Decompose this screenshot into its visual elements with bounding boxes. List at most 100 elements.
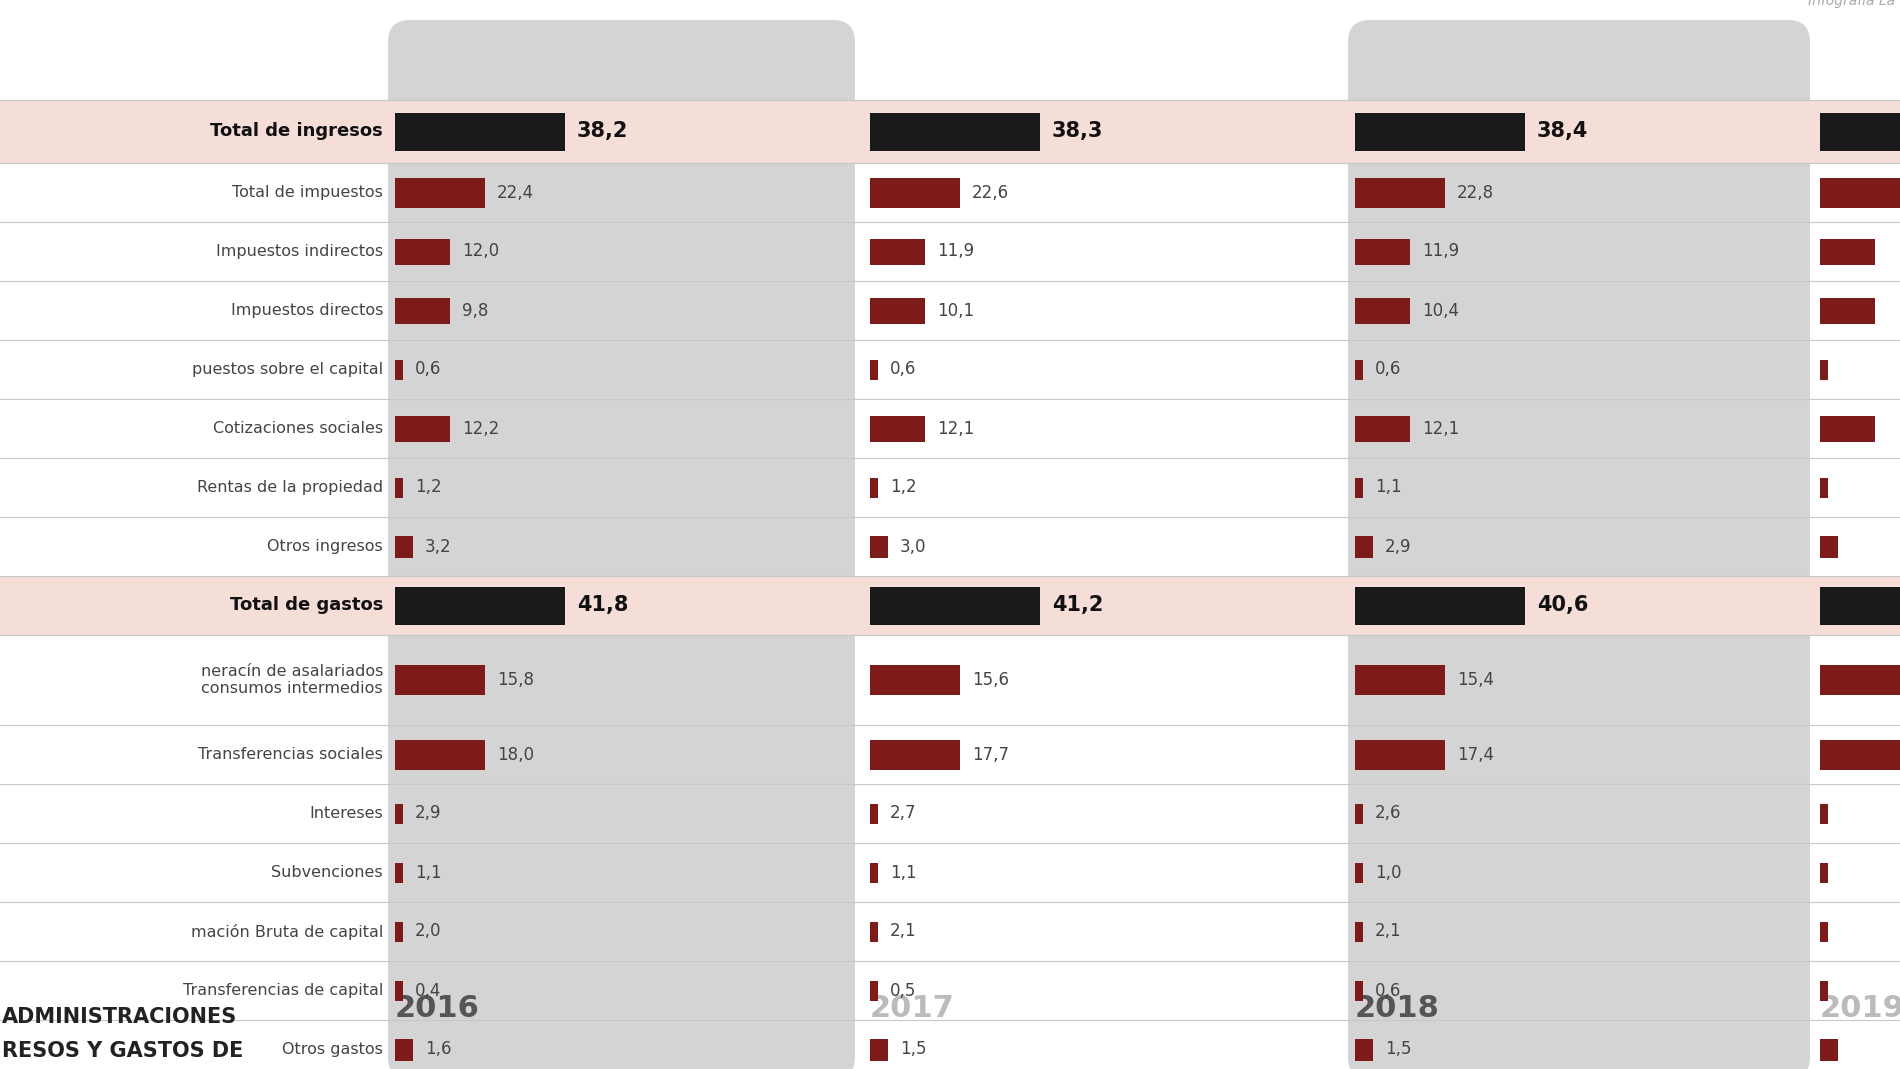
Text: 2017: 2017 [870, 994, 954, 1023]
Bar [870, 740, 960, 770]
Text: 12,1: 12,1 [1421, 419, 1459, 437]
Bar [870, 980, 878, 1001]
Bar [395, 359, 403, 379]
Text: 0,5: 0,5 [889, 981, 916, 1000]
Bar [870, 665, 960, 695]
Bar [870, 177, 960, 207]
Text: 11,9: 11,9 [1421, 243, 1459, 261]
Bar [1820, 740, 1900, 770]
Bar [1355, 297, 1410, 324]
Text: Rentas de la propiedad: Rentas de la propiedad [198, 480, 384, 495]
Text: Otros ingresos: Otros ingresos [268, 539, 384, 554]
Text: 2,1: 2,1 [889, 923, 916, 941]
Bar [395, 740, 484, 770]
Bar [870, 359, 878, 379]
Text: mación Bruta de capital: mación Bruta de capital [190, 924, 384, 940]
Text: 3,2: 3,2 [426, 538, 452, 556]
Bar [1355, 478, 1362, 497]
Text: 17,7: 17,7 [973, 745, 1009, 763]
Bar [1355, 587, 1526, 624]
Bar [1355, 804, 1362, 823]
Text: 38,2: 38,2 [578, 122, 629, 141]
Bar [1820, 416, 1875, 441]
Bar [870, 478, 878, 497]
FancyBboxPatch shape [388, 20, 855, 1069]
Text: 1,2: 1,2 [889, 479, 916, 496]
Text: 17,4: 17,4 [1457, 745, 1493, 763]
Bar [395, 1038, 412, 1060]
Text: 11,9: 11,9 [937, 243, 975, 261]
Text: puestos sobre el capital: puestos sobre el capital [192, 362, 384, 377]
Text: 2016: 2016 [395, 994, 481, 1023]
Bar [870, 238, 925, 264]
Bar [1820, 804, 1828, 823]
Text: 2,0: 2,0 [414, 923, 441, 941]
Text: neracín de asalariados
consumos intermedios: neracín de asalariados consumos intermed… [201, 664, 384, 696]
Bar [870, 416, 925, 441]
Bar [395, 587, 564, 624]
Text: Total de ingresos: Total de ingresos [211, 123, 384, 140]
Bar [395, 536, 412, 558]
Text: 40,6: 40,6 [1537, 595, 1588, 616]
Bar [0, 100, 1900, 162]
Text: 2,6: 2,6 [1376, 805, 1402, 822]
Bar [1820, 587, 1900, 624]
Text: 2,9: 2,9 [414, 805, 441, 822]
Text: 9,8: 9,8 [462, 301, 488, 320]
Bar [1820, 980, 1828, 1001]
Bar [870, 536, 887, 558]
Bar [1820, 359, 1828, 379]
Bar [1820, 863, 1828, 883]
Bar [870, 297, 925, 324]
Text: 12,1: 12,1 [937, 419, 975, 437]
Bar [395, 112, 564, 151]
Text: 12,0: 12,0 [462, 243, 500, 261]
Text: Subvenciones: Subvenciones [272, 865, 384, 880]
FancyBboxPatch shape [1347, 20, 1811, 1069]
Text: 1,5: 1,5 [1385, 1040, 1412, 1058]
Bar [1355, 921, 1362, 942]
Bar [1355, 665, 1446, 695]
Text: 3,0: 3,0 [901, 538, 927, 556]
Text: Cotizaciones sociales: Cotizaciones sociales [213, 421, 384, 436]
Bar [395, 177, 484, 207]
Text: 0,6: 0,6 [1376, 360, 1402, 378]
Bar [395, 980, 403, 1001]
Text: Transferencias sociales: Transferencias sociales [198, 747, 384, 762]
Bar [1820, 536, 1837, 558]
Text: 15,4: 15,4 [1457, 671, 1493, 690]
Text: 15,8: 15,8 [498, 671, 534, 690]
Bar [395, 297, 450, 324]
Text: 2018: 2018 [1355, 994, 1440, 1023]
Text: 1,6: 1,6 [426, 1040, 452, 1058]
Bar [395, 238, 450, 264]
Text: 0,6: 0,6 [1376, 981, 1402, 1000]
Text: 18,0: 18,0 [498, 745, 534, 763]
Bar [395, 921, 403, 942]
Bar [870, 863, 878, 883]
Text: 1,5: 1,5 [901, 1040, 927, 1058]
Text: 12,2: 12,2 [462, 419, 500, 437]
Text: 10,4: 10,4 [1421, 301, 1459, 320]
Text: 22,4: 22,4 [498, 184, 534, 201]
Text: Impuestos directos: Impuestos directos [230, 303, 384, 317]
Bar [1820, 112, 1900, 151]
Bar [1355, 863, 1362, 883]
Bar [1820, 478, 1828, 497]
Bar [1820, 177, 1900, 207]
Bar [1820, 297, 1875, 324]
Text: 15,6: 15,6 [973, 671, 1009, 690]
Bar [395, 863, 403, 883]
Text: Infografía La: Infografía La [1809, 0, 1894, 7]
Bar [1355, 416, 1410, 441]
Bar [1820, 665, 1900, 695]
Bar [1355, 536, 1374, 558]
Bar [870, 587, 1039, 624]
Bar [395, 478, 403, 497]
Text: Transferencias de capital: Transferencias de capital [182, 983, 384, 998]
Text: 1,0: 1,0 [1376, 864, 1402, 882]
Text: RESOS Y GASTOS DE: RESOS Y GASTOS DE [2, 1041, 243, 1062]
Text: Impuestos indirectos: Impuestos indirectos [217, 244, 384, 259]
Text: 2,1: 2,1 [1376, 923, 1402, 941]
Text: 22,6: 22,6 [973, 184, 1009, 201]
